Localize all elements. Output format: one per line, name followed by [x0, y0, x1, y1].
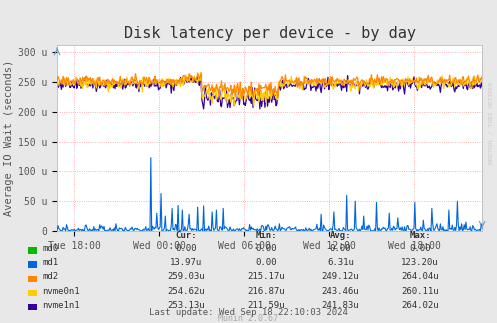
Text: 0.00: 0.00 [255, 258, 277, 267]
Text: Avg:: Avg: [330, 231, 351, 240]
Text: 216.87u: 216.87u [247, 287, 285, 296]
Text: md0: md0 [42, 244, 58, 253]
Text: 253.13u: 253.13u [167, 301, 205, 310]
Text: 215.17u: 215.17u [247, 272, 285, 281]
Text: 0.00: 0.00 [255, 244, 277, 253]
Text: 0.00: 0.00 [330, 244, 351, 253]
Text: Last update: Wed Sep 18 22:10:03 2024: Last update: Wed Sep 18 22:10:03 2024 [149, 307, 348, 317]
Text: 260.11u: 260.11u [401, 287, 439, 296]
Text: 249.12u: 249.12u [322, 272, 359, 281]
Text: md1: md1 [42, 258, 58, 267]
Text: Max:: Max: [409, 231, 431, 240]
Text: 6.31u: 6.31u [327, 258, 354, 267]
Text: nvme0n1: nvme0n1 [42, 287, 80, 296]
Text: 123.20u: 123.20u [401, 258, 439, 267]
Text: 254.62u: 254.62u [167, 287, 205, 296]
Text: 13.97u: 13.97u [170, 258, 202, 267]
Text: Munin 2.0.67: Munin 2.0.67 [219, 314, 278, 323]
Y-axis label: Average IO Wait (seconds): Average IO Wait (seconds) [4, 60, 14, 216]
Text: nvme1n1: nvme1n1 [42, 301, 80, 310]
Text: 241.83u: 241.83u [322, 301, 359, 310]
Text: md2: md2 [42, 272, 58, 281]
Text: 243.46u: 243.46u [322, 287, 359, 296]
Text: Cur:: Cur: [175, 231, 197, 240]
Text: 0.00: 0.00 [409, 244, 431, 253]
Text: 0.00: 0.00 [175, 244, 197, 253]
Text: RRDTOOL / TOBI OETIKER: RRDTOOL / TOBI OETIKER [489, 81, 494, 164]
Text: 264.04u: 264.04u [401, 272, 439, 281]
Text: 211.59u: 211.59u [247, 301, 285, 310]
Text: Min:: Min: [255, 231, 277, 240]
Text: 259.03u: 259.03u [167, 272, 205, 281]
Text: 264.02u: 264.02u [401, 301, 439, 310]
Title: Disk latency per device - by day: Disk latency per device - by day [124, 26, 415, 41]
